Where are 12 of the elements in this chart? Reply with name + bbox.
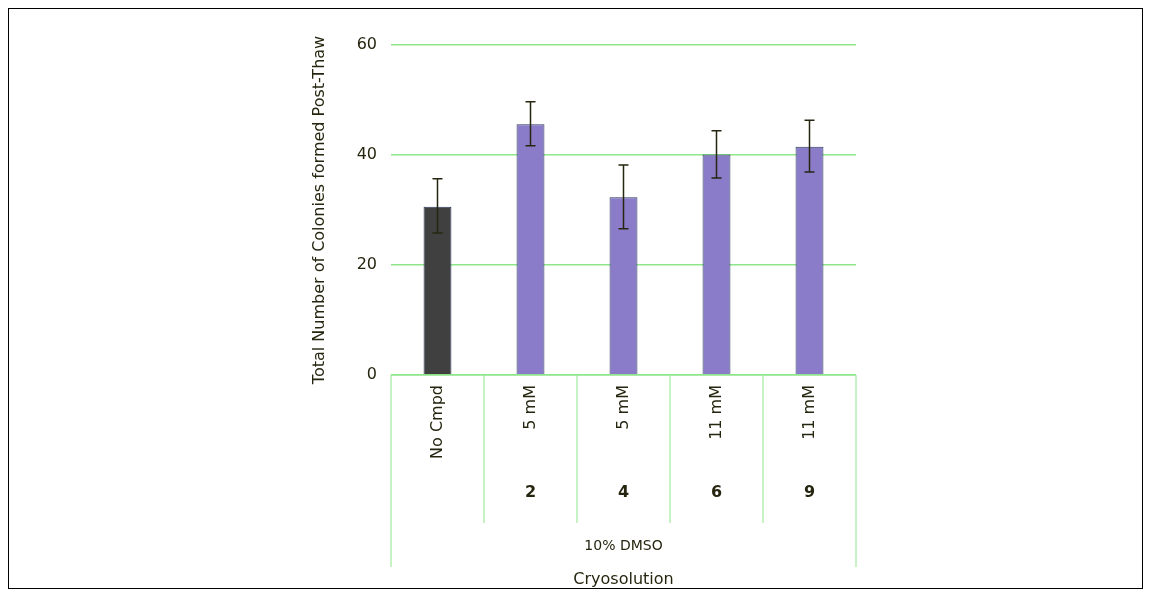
y-tick-label: 20 [356,254,377,274]
category-label: 5 mM 4 [612,385,632,502]
y-tick-label: 60 [356,34,377,54]
category-label: 5 mM 2 [519,385,539,502]
text: Cryosolution [573,569,674,589]
category-label: 11 mM 9 [798,385,818,502]
text: 10% DMSO [584,536,663,553]
x-tick-label: No Cmpd [426,385,446,459]
y-tick-label: 0 [366,364,377,384]
category-label: 11 mM 6 [705,385,725,502]
y-tick-label: 40 [356,144,377,164]
y-axis-title: Total Number of Colonies formed Post-Thaw [308,35,328,386]
